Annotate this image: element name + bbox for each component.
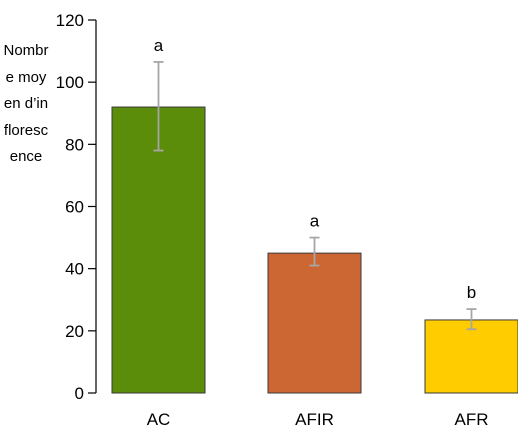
y-tick-label: 60 <box>65 198 84 217</box>
significance-label: a <box>154 36 164 55</box>
significance-label: a <box>310 212 320 231</box>
y-axis: 0 20 40 60 80 100 120 <box>56 11 97 403</box>
x-tick-label: AFR <box>455 410 489 429</box>
x-tick-label: AFIR <box>295 410 334 429</box>
significance-label: b <box>467 283 476 302</box>
y-tick-label: 80 <box>65 135 84 154</box>
error-bars <box>153 61 477 331</box>
bar-afir <box>267 252 362 394</box>
y-tick-label: 0 <box>75 384 84 403</box>
x-tick-label: AC <box>147 410 171 429</box>
y-axis-label: Nombre moyen d’inflorescence <box>3 42 49 166</box>
y-tick-label: 20 <box>65 322 84 341</box>
bar-afr <box>424 319 518 394</box>
y-tick-label: 100 <box>56 73 84 92</box>
bars <box>111 106 518 394</box>
y-tick-label: 40 <box>65 260 84 279</box>
y-tick-label: 120 <box>56 11 84 30</box>
bar-ac <box>111 106 206 394</box>
labels: a AC a AFIR b AFR <box>147 36 489 429</box>
